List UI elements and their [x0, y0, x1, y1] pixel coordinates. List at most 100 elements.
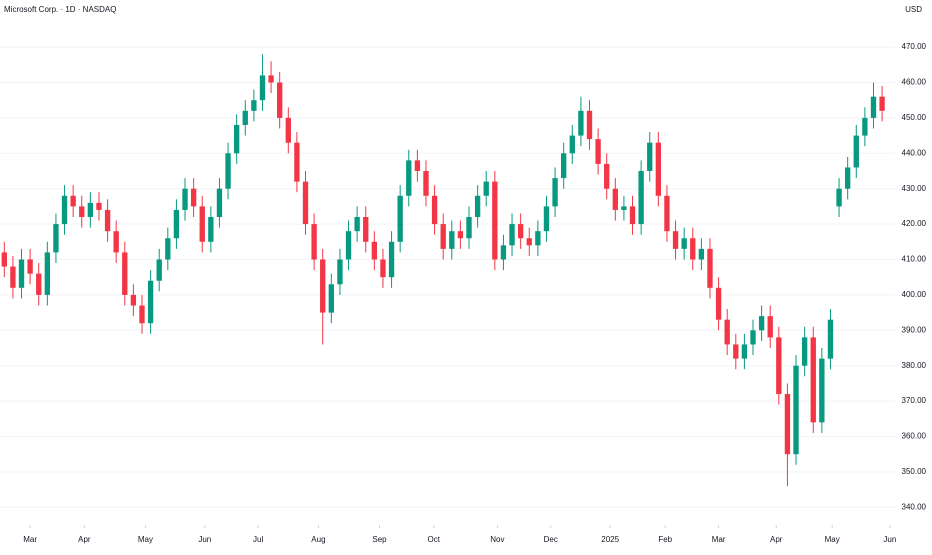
candle-body — [535, 231, 541, 246]
candle-body — [285, 117, 291, 143]
candle-body — [10, 266, 16, 288]
candle-body — [87, 202, 94, 218]
y-tick-label: 360.00 — [902, 432, 927, 441]
candle-body — [431, 195, 438, 225]
candle-body — [1, 252, 7, 267]
candle-body — [801, 337, 808, 366]
candle-body — [449, 231, 455, 249]
candle-body — [388, 241, 395, 278]
candle-body — [104, 209, 111, 232]
x-tick-label: Apr — [770, 535, 783, 544]
candle-body — [337, 259, 343, 285]
candle-body — [225, 153, 231, 189]
candle-body — [819, 358, 825, 423]
candle-body — [681, 238, 687, 249]
candle-body — [741, 344, 748, 359]
candle-body — [827, 319, 834, 359]
x-tick-label: Dec — [544, 535, 558, 544]
candle-body — [578, 110, 584, 136]
candle-body — [561, 153, 567, 179]
candle-body — [345, 231, 352, 260]
candle-body — [509, 224, 515, 246]
candle-body — [27, 259, 33, 274]
candle-body — [96, 202, 102, 210]
x-tick-label: Nov — [490, 535, 504, 544]
candle-body — [724, 319, 730, 345]
candle-body — [208, 217, 214, 242]
x-tick-label: 2025 — [601, 535, 619, 544]
candle-body — [328, 284, 334, 313]
x-tick-label: Mar — [23, 535, 37, 544]
candle-body — [440, 224, 446, 249]
y-tick-label: 390.00 — [902, 325, 927, 334]
candle-body — [190, 188, 197, 207]
candle-body — [621, 206, 627, 210]
candle-body — [113, 231, 119, 253]
candle-body — [836, 188, 842, 207]
candle-body — [474, 195, 481, 218]
candle-body — [543, 206, 550, 232]
candle-body — [268, 75, 274, 83]
candle-body — [251, 100, 257, 111]
candle-body — [655, 142, 662, 196]
x-tick-label: Sep — [372, 535, 387, 544]
y-tick-label: 470.00 — [902, 42, 927, 51]
y-tick-label: 440.00 — [902, 148, 927, 157]
candle-body — [302, 181, 309, 225]
y-tick-label: 380.00 — [902, 361, 927, 370]
candle-body — [862, 117, 868, 136]
currency-label: USD — [905, 5, 922, 14]
x-tick-label: Mar — [712, 535, 726, 544]
candle-body — [233, 124, 240, 154]
x-tick-label: Apr — [78, 535, 91, 544]
candle-body — [733, 344, 739, 359]
y-tick-label: 450.00 — [902, 113, 927, 122]
candle-body — [406, 160, 412, 196]
candle-body — [457, 231, 464, 239]
candle-body — [517, 224, 524, 239]
x-tick-label: May — [138, 535, 153, 544]
candle-body — [853, 135, 859, 168]
candle-body — [483, 181, 489, 196]
y-tick-label: 370.00 — [902, 396, 927, 405]
candle-body — [36, 273, 42, 295]
y-tick-label: 430.00 — [902, 184, 927, 193]
candle-body — [776, 337, 782, 395]
candle-body — [870, 96, 877, 118]
candle-body — [147, 280, 154, 324]
candle-body — [294, 142, 300, 182]
x-tick-label: Oct — [428, 535, 441, 544]
candle-body — [604, 163, 610, 189]
chart-title: Microsoft Corp. · 1D · NASDAQ — [4, 5, 116, 14]
candle-body — [277, 82, 283, 118]
candle-body — [638, 170, 644, 225]
candle-body — [750, 330, 756, 345]
candle-body — [44, 252, 50, 295]
candle-body — [845, 167, 851, 189]
candle-body — [165, 238, 171, 260]
candle-body — [242, 110, 248, 125]
candle-body — [423, 170, 429, 196]
candle-body — [380, 259, 386, 278]
y-tick-label: 400.00 — [902, 290, 927, 299]
candle-body — [466, 217, 472, 239]
x-tick-label: May — [825, 535, 840, 544]
candle-body — [414, 160, 421, 171]
candle-body — [354, 217, 360, 232]
candle-body — [122, 252, 128, 295]
candle-body — [259, 75, 266, 101]
y-tick-label: 420.00 — [902, 219, 927, 228]
x-tick-label: Feb — [658, 535, 672, 544]
candle-body — [139, 305, 145, 324]
candle-body — [612, 188, 618, 210]
candle-body — [182, 188, 188, 210]
candle-body — [397, 195, 403, 242]
candle-body — [707, 248, 713, 288]
candle-body — [810, 337, 816, 423]
candle-body — [629, 206, 636, 225]
candle-body — [363, 217, 369, 242]
candle-body — [216, 188, 223, 218]
candle-body — [672, 231, 679, 249]
candle-body — [18, 259, 25, 288]
candle-body — [698, 248, 705, 260]
